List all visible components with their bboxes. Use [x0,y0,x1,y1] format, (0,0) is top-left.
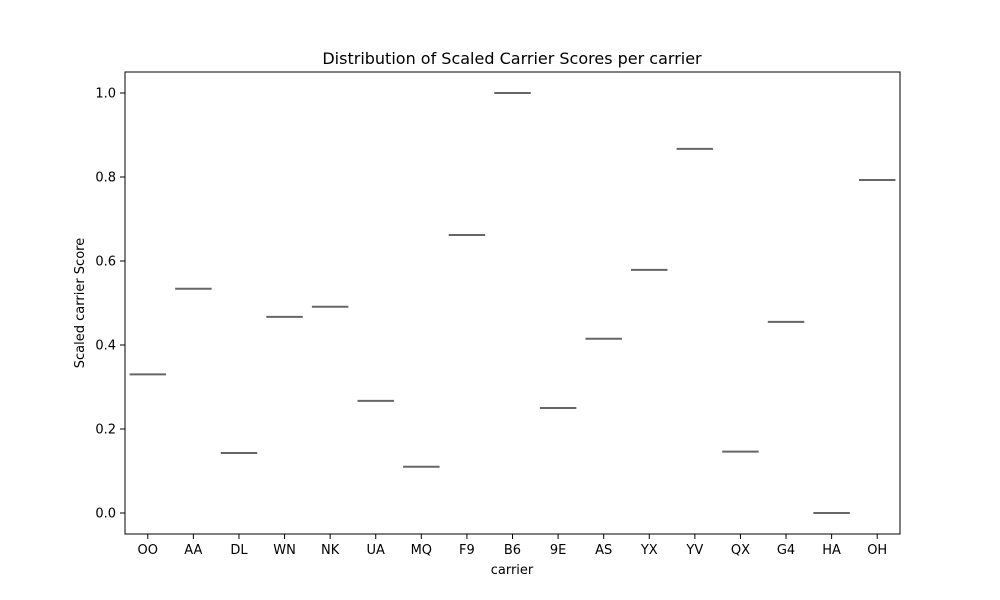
chart-title: Distribution of Scaled Carrier Scores pe… [322,49,702,68]
x-tick-label: AS [595,543,612,558]
x-tick-label: G4 [777,543,795,558]
x-tick-label: QX [731,543,750,558]
y-tick-label: 0.0 [95,507,116,522]
y-axis: 0.0 0.2 0.4 0.6 0.8 1.0 [95,87,125,522]
y-tick-label: 0.2 [95,423,116,438]
x-axis-label: carrier [491,563,534,578]
y-tick-label: 1.0 [95,87,116,102]
plot-area-frame [124,71,901,535]
y-axis-label: Scaled carrier Score [73,238,88,368]
data-marks [129,92,896,514]
x-tick-label: YV [685,543,703,558]
x-tick-label: HA [822,543,841,558]
x-tick-label: YX [640,543,658,558]
x-tick-label: UA [367,543,386,558]
x-tick-label: MQ [411,543,432,558]
x-tick-label: NK [321,543,340,558]
x-tick-label: F9 [459,543,475,558]
x-tick-label: DL [230,543,248,558]
x-tick-label: 9E [550,543,567,558]
x-tick-label: OH [867,543,887,558]
x-axis: OO AA DL WN NK UA MQ F9 B6 9E AS YX YV QX G4 HA OH [138,534,887,558]
x-tick-label: B6 [504,543,521,558]
x-tick-label: OO [138,543,158,558]
y-tick-label: 0.6 [95,255,116,270]
y-tick-label: 0.8 [95,171,116,186]
y-tick-label: 0.4 [95,339,116,354]
x-tick-label: WN [273,543,296,558]
x-tick-label: AA [184,543,202,558]
